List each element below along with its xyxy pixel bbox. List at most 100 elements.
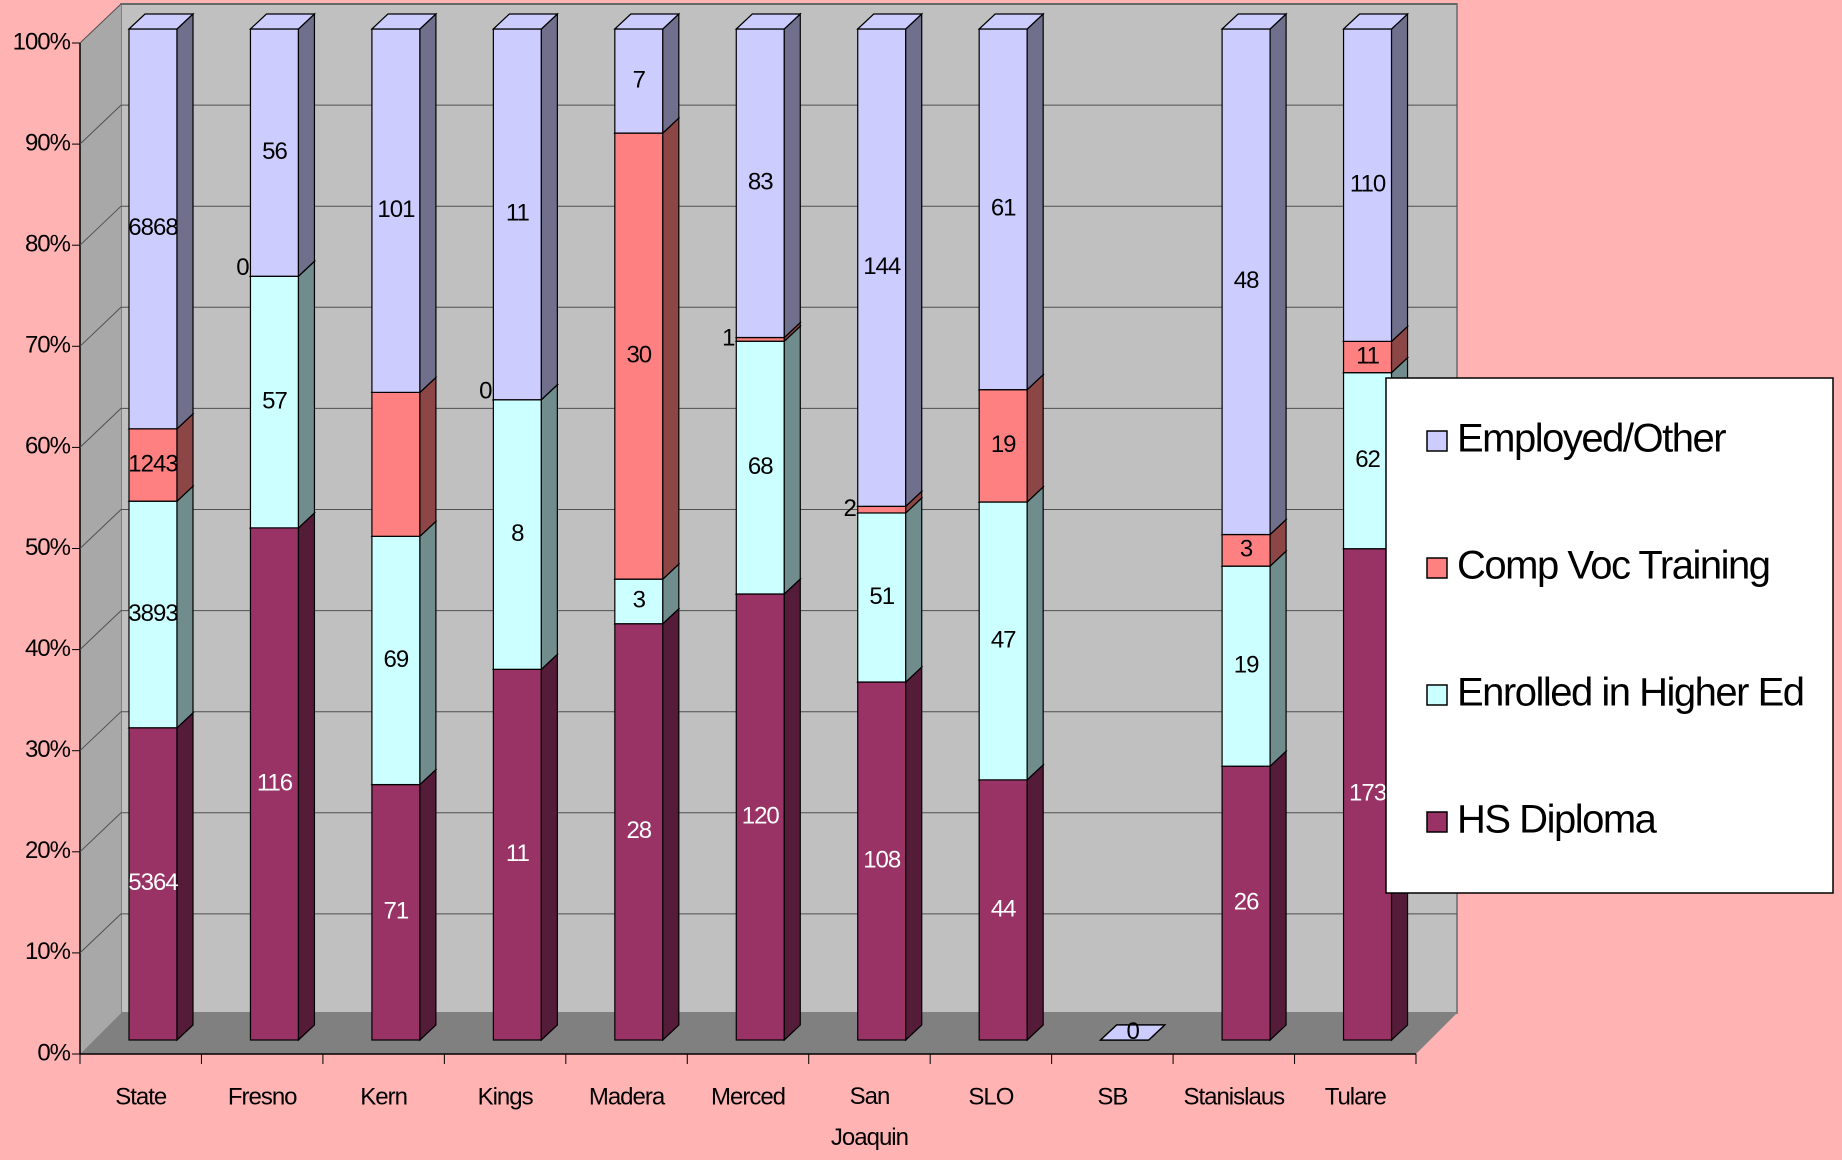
bar-side [1026, 763, 1044, 1042]
value-label: 61 [991, 195, 1016, 222]
value-label: 26 [1234, 888, 1259, 915]
value-label: 6868 [128, 214, 178, 241]
bar-side [1269, 749, 1287, 1042]
bar-segment [128, 28, 178, 430]
bar-side [419, 768, 437, 1042]
x-tick-label: State [115, 1083, 167, 1110]
y-tick-label: 20% [25, 837, 71, 864]
bar-segment [128, 500, 178, 729]
bar-top [613, 13, 681, 30]
bar-side [419, 375, 437, 538]
bar-side [783, 12, 801, 339]
bar-segment [128, 428, 178, 502]
bar-side [662, 116, 680, 581]
bar-top [856, 13, 924, 30]
legend-label: Comp Voc Training [1457, 544, 1769, 588]
y-tick-label: 100% [13, 28, 71, 55]
value-label: 7 [633, 66, 646, 93]
y-tick-label: 90% [25, 129, 71, 156]
bar-side [419, 12, 437, 394]
legend-label: HS Diploma [1457, 798, 1658, 842]
bar-segment [614, 132, 664, 580]
bar-top [977, 13, 1045, 30]
bars [127, 12, 1410, 1042]
bar-segment [857, 681, 907, 1041]
y-tick-label: 70% [25, 332, 71, 359]
bar-side [297, 12, 316, 278]
x-tick-label: Kern [360, 1083, 407, 1110]
x-tick-label: Stanislaus [1183, 1083, 1285, 1110]
legend-swatch [1426, 557, 1448, 579]
value-label: 48 [1234, 267, 1259, 294]
bar-top [1342, 13, 1410, 30]
bar-segment [249, 28, 300, 277]
bar-segment [492, 668, 542, 1041]
value-label: 51 [869, 583, 894, 610]
bar-side [540, 652, 558, 1042]
value-label: 144 [863, 253, 901, 280]
bar-side [1269, 12, 1287, 536]
x-tick-label: Madera [589, 1083, 666, 1110]
value-label: 19 [1234, 651, 1259, 678]
bar-segment [735, 593, 785, 1041]
bar-segment [1342, 340, 1393, 374]
bar-segment [1342, 28, 1393, 342]
y-tick-label: 50% [25, 534, 71, 561]
bar-top [1220, 13, 1288, 30]
value-label: 44 [991, 895, 1016, 922]
value-label: 11 [506, 200, 530, 227]
legend-swatch [1426, 684, 1448, 706]
legend-label: Employed/Other [1457, 417, 1726, 461]
value-label: 11 [1356, 342, 1380, 369]
bar-top [1099, 1024, 1167, 1041]
bar-segment [1342, 372, 1393, 550]
bar-segment [1221, 565, 1271, 767]
value-label: 120 [742, 802, 780, 829]
bar-segment [249, 527, 300, 1041]
value-label: 1243 [128, 450, 178, 477]
bar-side [1269, 549, 1287, 768]
bar-side [783, 324, 801, 596]
legend: HS Diploma Enrolled in Higher Ed Comp Voc … [1426, 417, 1805, 842]
y-tick-label: 60% [25, 433, 71, 460]
value-label: 83 [748, 169, 773, 196]
bar-segment [371, 391, 421, 537]
value-label: 68 [748, 453, 773, 480]
bar-side [905, 12, 923, 508]
bar-top [127, 13, 195, 30]
bar-side [662, 12, 680, 135]
bar-side [297, 511, 316, 1042]
x-tick-label: San Joaquin [831, 1083, 908, 1151]
bar-segment [371, 783, 421, 1041]
x-tick-label: Fresno [228, 1083, 297, 1110]
value-label: 3893 [128, 600, 178, 627]
legend-label: Enrolled in Higher Ed [1457, 671, 1804, 715]
bar-top [491, 13, 559, 30]
labels: 5364389312436868116570567169101118011283… [128, 66, 1387, 1044]
value-label: 57 [262, 387, 287, 414]
value-label: 110 [1350, 171, 1386, 198]
bar-segment [857, 505, 907, 514]
value-label: 30 [626, 341, 651, 368]
y-tick-label: 10% [25, 938, 71, 965]
bar-segment [128, 727, 178, 1041]
y-tick-label: 0% [37, 1039, 70, 1066]
value-label: 28 [626, 817, 651, 844]
bar-side [540, 12, 558, 402]
legend-swatch [1426, 811, 1448, 833]
value-label: 19 [991, 431, 1016, 458]
x-tick-label: Kings [478, 1083, 534, 1110]
x-tick-label: SLO [968, 1083, 1013, 1110]
bar-segment [978, 389, 1028, 503]
value-label: 8 [511, 520, 524, 547]
y-tick-label: 80% [25, 231, 71, 258]
x-tick-label: SB [1097, 1083, 1127, 1110]
bar-side [905, 496, 923, 684]
bar-segment [614, 28, 664, 134]
bar-top [370, 13, 438, 30]
bar-segment [857, 28, 907, 507]
value-label: 71 [384, 898, 409, 925]
value-label: 116 [257, 769, 293, 796]
bar-side [783, 577, 801, 1042]
